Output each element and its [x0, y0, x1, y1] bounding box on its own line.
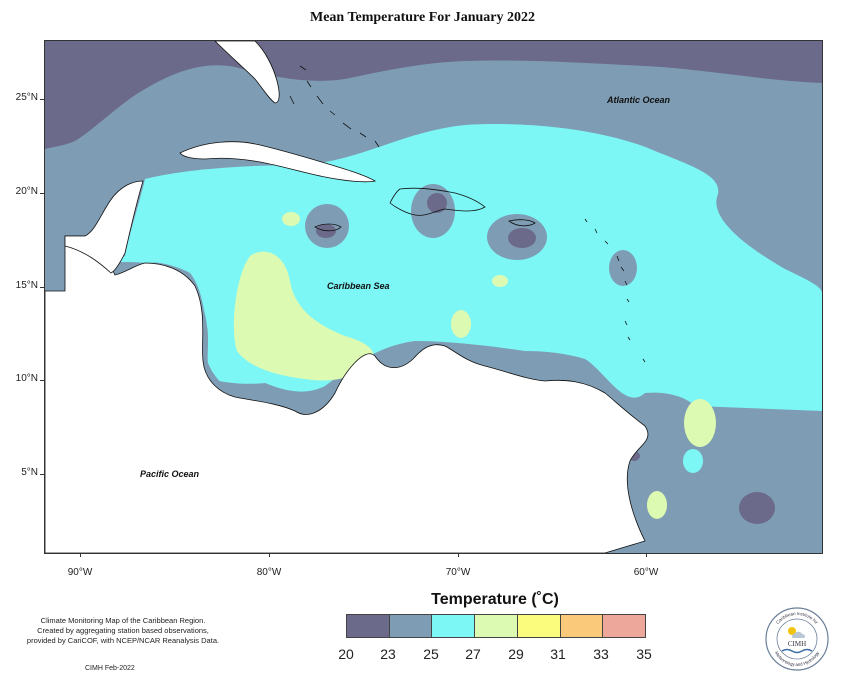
- lon-tick-mark: [646, 553, 647, 557]
- legend-label: 25: [423, 646, 439, 662]
- lon-tick-mark: [269, 553, 270, 557]
- zone-20-23-north: [45, 41, 822, 149]
- lat-tick-25n: 25°N: [15, 92, 38, 103]
- lat-tick-20n: 20°N: [15, 186, 38, 197]
- lat-tick-mark: [40, 474, 44, 475]
- legend-label: 31: [550, 646, 566, 662]
- legend-title: Temperature (˚C): [431, 591, 559, 608]
- legend-label: 29: [508, 646, 524, 662]
- legend-swatch-20-23: [347, 615, 390, 637]
- page-title: Mean Temperature For January 2022: [309, 10, 536, 25]
- zone-27-29-guyana: [647, 491, 667, 519]
- legend-swatch-29-31: [517, 615, 561, 637]
- credit-line-3: provided by CariCOF, with NCEP/NCAR Rean…: [26, 636, 220, 645]
- zone-27-29-small-2: [492, 275, 508, 287]
- lon-tick-mark: [458, 553, 459, 557]
- credit-line-1: Climate Monitoring Map of the Caribbean …: [40, 616, 206, 625]
- lon-tick-60w: 60°W: [633, 567, 659, 578]
- zone-20-23-guianas: [739, 492, 775, 524]
- lat-tick-5n: 5°N: [21, 467, 38, 478]
- sun-icon: [788, 627, 796, 635]
- label-caribbean-sea: Caribbean Sea: [327, 281, 390, 291]
- lon-tick-80w: 80°W: [256, 567, 282, 578]
- label-atlantic-ocean: Atlantic Ocean: [607, 95, 671, 105]
- lat-tick-mark: [40, 287, 44, 288]
- zone-20-23-hispaniola: [427, 193, 447, 213]
- zone-23-25-lesser-antilles: [609, 250, 637, 286]
- zone-25-27-guyana: [683, 449, 703, 473]
- logo-center-text: CIMH: [788, 640, 806, 648]
- credit-date: CIMH Feb-2022: [85, 665, 135, 672]
- legend-label: 20: [338, 646, 354, 662]
- map-frame: Atlantic Ocean Caribbean Sea Pacific Oce…: [44, 40, 823, 554]
- land-cuba: [179, 141, 377, 183]
- legend-swatch-23-25: [389, 615, 433, 637]
- lat-tick-15n: 15°N: [15, 280, 38, 291]
- land-puerto-rico: [508, 219, 536, 227]
- land-jamaica: [314, 223, 342, 232]
- wave-icon: [781, 648, 813, 654]
- credit-line-2: Created by aggregating station based obs…: [37, 626, 209, 635]
- legend-swatch-27-29: [475, 615, 518, 637]
- lat-tick-mark: [40, 193, 44, 194]
- credit-text: Climate Monitoring Map of the Caribbean …: [8, 616, 238, 646]
- zone-27-29-small-1: [282, 212, 300, 226]
- lon-tick-mark: [80, 553, 81, 557]
- legend-swatch-25-27: [432, 615, 476, 637]
- legend-label: 27: [465, 646, 481, 662]
- land-yucatan: [64, 180, 144, 274]
- zone-27-29-small-3: [451, 310, 471, 338]
- land-florida: [214, 41, 280, 104]
- zone-20-23-puerto-rico: [508, 228, 536, 248]
- lon-tick-90w: 90°W: [67, 567, 93, 578]
- lat-tick-mark: [40, 380, 44, 381]
- zone-27-29-caribbean: [233, 251, 374, 381]
- cloud-icon: [791, 631, 806, 638]
- lon-tick-70w: 70°W: [445, 567, 471, 578]
- legend-label: 23: [380, 646, 396, 662]
- land-central-south-america: [45, 235, 649, 553]
- label-pacific-ocean: Pacific Ocean: [140, 469, 200, 479]
- land-bahamas: [289, 65, 380, 148]
- legend-color-bar: [346, 614, 646, 638]
- land-hispaniola: [389, 187, 486, 216]
- land-lesser-antilles: [584, 218, 646, 363]
- lat-tick-mark: [40, 99, 44, 100]
- temperature-map: [45, 41, 822, 553]
- zone-23-25-guianas: [624, 415, 822, 553]
- cimh-logo: CIMH Caribbean Institute for Meteorology…: [765, 607, 829, 671]
- legend-label: 35: [636, 646, 652, 662]
- legend-label: 33: [593, 646, 609, 662]
- legend-swatch-31-33: [560, 615, 604, 637]
- legend-swatch-33-35: [603, 615, 646, 637]
- lat-tick-10n: 10°N: [15, 373, 38, 384]
- zone-27-29-atlantic: [684, 399, 716, 447]
